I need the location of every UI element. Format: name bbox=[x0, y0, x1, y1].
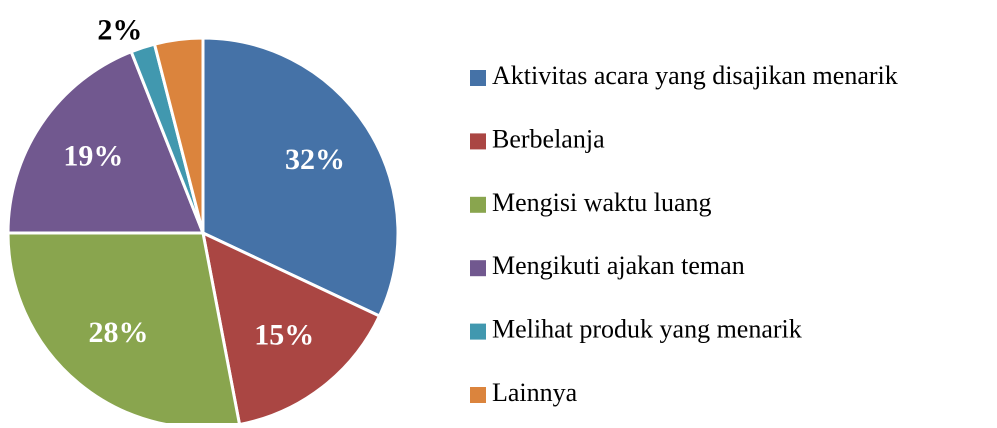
legend-swatch bbox=[470, 260, 486, 277]
data-label: 32% bbox=[285, 143, 345, 176]
pie-slice bbox=[200, 230, 382, 427]
data-label: 15% bbox=[254, 319, 314, 352]
legend-label: Aktivitas acara yang disajikan menarik bbox=[492, 61, 898, 90]
data-label: 28% bbox=[88, 316, 148, 349]
legend-swatch bbox=[470, 387, 486, 403]
legend-label: Melihat produk yang menarik bbox=[492, 315, 802, 344]
legend-label: Lainnya bbox=[492, 378, 578, 407]
legend-swatch bbox=[470, 133, 486, 150]
legend-swatch bbox=[470, 323, 486, 340]
pie-slice bbox=[201, 36, 400, 319]
legend-swatch bbox=[470, 70, 486, 86]
pie-slice bbox=[6, 49, 206, 235]
legend-label: Berbelanja bbox=[492, 124, 605, 153]
data-label: 19% bbox=[63, 139, 123, 172]
legend-label: Mengisi waktu luang bbox=[492, 188, 712, 217]
legend-label: Mengikuti ajakan teman bbox=[492, 251, 745, 280]
pie-slice bbox=[152, 36, 205, 234]
data-label: 2% bbox=[97, 14, 142, 47]
legend-swatch bbox=[470, 196, 486, 213]
